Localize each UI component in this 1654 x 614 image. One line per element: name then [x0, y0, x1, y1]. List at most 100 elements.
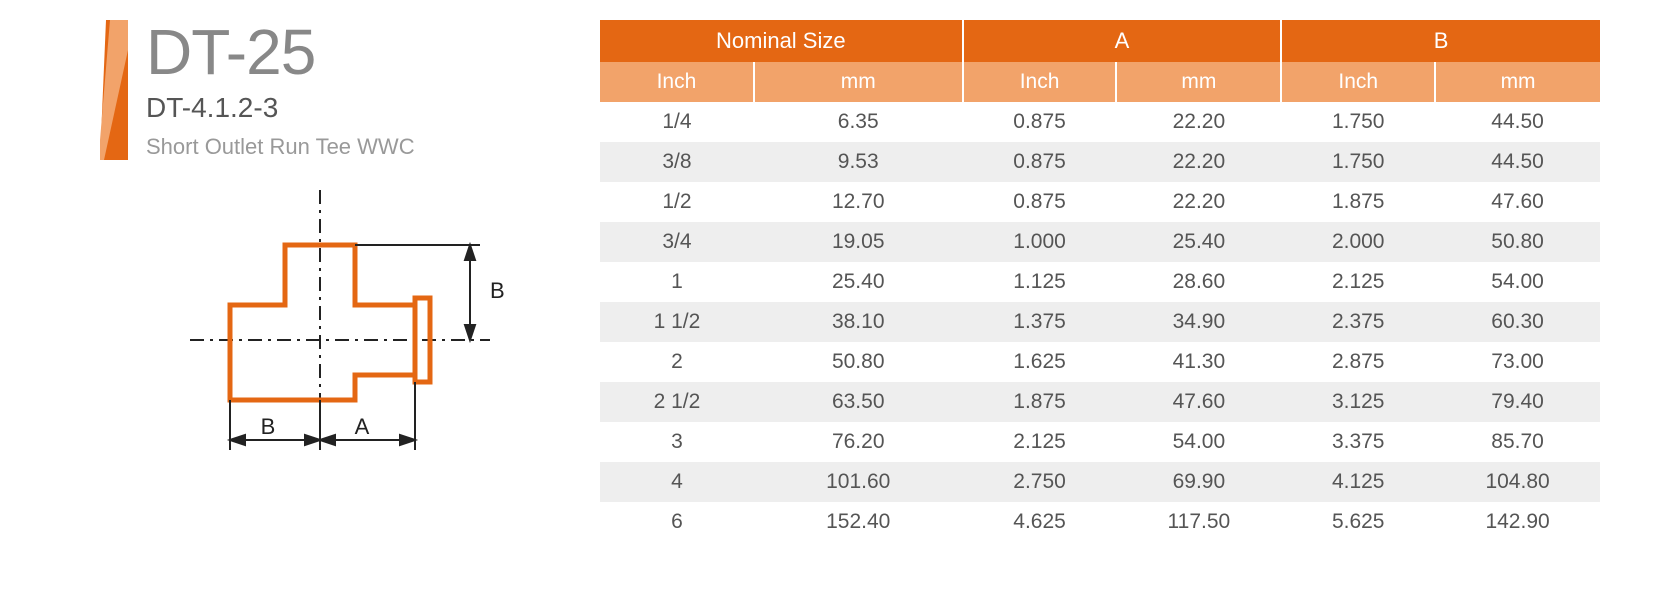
table-cell: 4.125 [1281, 462, 1435, 502]
table-cell: 47.60 [1116, 382, 1281, 422]
table-cell: 3 [600, 422, 754, 462]
table-cell: 6 [600, 502, 754, 542]
table-cell: 152.40 [754, 502, 963, 542]
table-cell: 54.00 [1116, 422, 1281, 462]
table-cell: 3/4 [600, 222, 754, 262]
table-cell: 73.00 [1435, 342, 1600, 382]
table-cell: 142.90 [1435, 502, 1600, 542]
table-cell: 1.750 [1281, 142, 1435, 182]
table-cell: 38.10 [754, 302, 963, 342]
table-cell: 1 1/2 [600, 302, 754, 342]
table-cell: 3.125 [1281, 382, 1435, 422]
table-cell: 1/2 [600, 182, 754, 222]
table-cell: 1.125 [963, 262, 1117, 302]
table-cell: 0.875 [963, 102, 1117, 142]
table-cell: 2.000 [1281, 222, 1435, 262]
table-cell: 25.40 [754, 262, 963, 302]
table-row: 3/89.530.87522.201.75044.50 [600, 142, 1600, 182]
table-cell: 2 1/2 [600, 382, 754, 422]
dimensions-table-panel: Nominal SizeAB InchmmInchmmInchmm 1/46.3… [600, 20, 1600, 542]
table-row: 1 1/238.101.37534.902.37560.30 [600, 302, 1600, 342]
product-code: DT-25 [146, 20, 415, 84]
table-cell: 50.80 [1435, 222, 1600, 262]
table-cell: 2.875 [1281, 342, 1435, 382]
table-cell: 34.90 [1116, 302, 1281, 342]
table-sub-headers: InchmmInchmmInchmm [600, 62, 1600, 102]
sub-header: mm [1116, 62, 1281, 102]
table-cell: 1.625 [963, 342, 1117, 382]
table-cell: 2.375 [1281, 302, 1435, 342]
header-group: Nominal Size [600, 20, 963, 62]
table-cell: 63.50 [754, 382, 963, 422]
sub-header: Inch [600, 62, 754, 102]
table-cell: 22.20 [1116, 182, 1281, 222]
table-cell: 2.125 [963, 422, 1117, 462]
table-cell: 19.05 [754, 222, 963, 262]
table-cell: 50.80 [754, 342, 963, 382]
table-cell: 104.80 [1435, 462, 1600, 502]
sub-header: mm [1435, 62, 1600, 102]
table-cell: 1.000 [963, 222, 1117, 262]
table-cell: 5.625 [1281, 502, 1435, 542]
product-info-panel: DT-25 DT-4.1.2-3 Short Outlet Run Tee WW… [100, 20, 580, 475]
table-cell: 28.60 [1116, 262, 1281, 302]
table-header-groups: Nominal SizeAB [600, 20, 1600, 62]
title-block: DT-25 DT-4.1.2-3 Short Outlet Run Tee WW… [146, 20, 415, 160]
header-group: B [1281, 20, 1600, 62]
table-row: 125.401.12528.602.12554.00 [600, 262, 1600, 302]
product-description: Short Outlet Run Tee WWC [146, 134, 415, 160]
table-cell: 0.875 [963, 182, 1117, 222]
table-cell: 101.60 [754, 462, 963, 502]
table-row: 6152.404.625117.505.625142.90 [600, 502, 1600, 542]
table-cell: 41.30 [1116, 342, 1281, 382]
title-row: DT-25 DT-4.1.2-3 Short Outlet Run Tee WW… [100, 20, 580, 160]
table-cell: 6.35 [754, 102, 963, 142]
table-row: 1/46.350.87522.201.75044.50 [600, 102, 1600, 142]
table-cell: 9.53 [754, 142, 963, 182]
table-cell: 54.00 [1435, 262, 1600, 302]
table-cell: 47.60 [1435, 182, 1600, 222]
table-cell: 44.50 [1435, 102, 1600, 142]
sub-header: mm [754, 62, 963, 102]
table-cell: 25.40 [1116, 222, 1281, 262]
table-cell: 60.30 [1435, 302, 1600, 342]
table-cell: 44.50 [1435, 142, 1600, 182]
tee-diagram: B B A [190, 190, 530, 470]
table-cell: 1.750 [1281, 102, 1435, 142]
dim-label-a: A [355, 414, 370, 439]
table-row: 3/419.051.00025.402.00050.80 [600, 222, 1600, 262]
product-subcode: DT-4.1.2-3 [146, 92, 415, 124]
table-cell: 79.40 [1435, 382, 1600, 422]
table-row: 1/212.700.87522.201.87547.60 [600, 182, 1600, 222]
table-cell: 1/4 [600, 102, 754, 142]
table-cell: 76.20 [754, 422, 963, 462]
sub-header: Inch [963, 62, 1117, 102]
table-cell: 3.375 [1281, 422, 1435, 462]
table-row: 2 1/263.501.87547.603.12579.40 [600, 382, 1600, 422]
table-cell: 0.875 [963, 142, 1117, 182]
table-cell: 69.90 [1116, 462, 1281, 502]
sub-header: Inch [1281, 62, 1435, 102]
table-cell: 1.875 [963, 382, 1117, 422]
table-cell: 2 [600, 342, 754, 382]
table-cell: 1.875 [1281, 182, 1435, 222]
header-group: A [963, 20, 1282, 62]
table-cell: 22.20 [1116, 102, 1281, 142]
table-cell: 1 [600, 262, 754, 302]
table-cell: 12.70 [754, 182, 963, 222]
dim-label-b-vert: B [490, 278, 505, 303]
table-cell: 2.125 [1281, 262, 1435, 302]
table-cell: 22.20 [1116, 142, 1281, 182]
table-row: 376.202.12554.003.37585.70 [600, 422, 1600, 462]
table-cell: 4 [600, 462, 754, 502]
dimensions-table: Nominal SizeAB InchmmInchmmInchmm 1/46.3… [600, 20, 1600, 542]
table-cell: 2.750 [963, 462, 1117, 502]
table-row: 250.801.62541.302.87573.00 [600, 342, 1600, 382]
table-cell: 4.625 [963, 502, 1117, 542]
table-cell: 1.375 [963, 302, 1117, 342]
dim-label-b-horiz: B [261, 414, 276, 439]
table-row: 4101.602.75069.904.125104.80 [600, 462, 1600, 502]
table-body: 1/46.350.87522.201.75044.503/89.530.8752… [600, 102, 1600, 542]
accent-bar-icon [100, 20, 128, 160]
table-cell: 117.50 [1116, 502, 1281, 542]
